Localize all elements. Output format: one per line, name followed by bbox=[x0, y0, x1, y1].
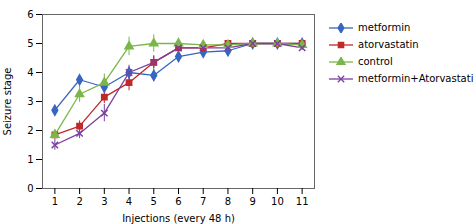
html-text:atorvastatin: atorvastatin bbox=[358, 39, 419, 50]
html-text:control: control bbox=[358, 56, 393, 67]
svg-text:2: 2 bbox=[27, 125, 33, 136]
svg-text:2: 2 bbox=[76, 196, 82, 207]
svg-text:4: 4 bbox=[27, 67, 33, 78]
svg-text:Injections (every 48 h): Injections (every 48 h) bbox=[122, 213, 235, 224]
html-text:metformin: metformin bbox=[358, 22, 411, 33]
svg-text:4: 4 bbox=[126, 196, 132, 207]
svg-text:11: 11 bbox=[296, 196, 309, 207]
svg-text:5: 5 bbox=[27, 38, 33, 49]
svg-text:7: 7 bbox=[200, 196, 206, 207]
svg-text:3: 3 bbox=[27, 96, 33, 107]
svg-text:Seizure stage: Seizure stage bbox=[2, 68, 13, 136]
svg-text:1: 1 bbox=[52, 196, 58, 207]
svg-text:10: 10 bbox=[271, 196, 284, 207]
svg-text:5: 5 bbox=[151, 196, 157, 207]
svg-text:6: 6 bbox=[27, 9, 33, 20]
svg-text:6: 6 bbox=[175, 196, 181, 207]
svg-text:1: 1 bbox=[27, 154, 33, 165]
svg-text:8: 8 bbox=[225, 196, 231, 207]
svg-text:9: 9 bbox=[249, 196, 255, 207]
svg-text:0: 0 bbox=[27, 183, 33, 194]
svg-text:3: 3 bbox=[101, 196, 107, 207]
